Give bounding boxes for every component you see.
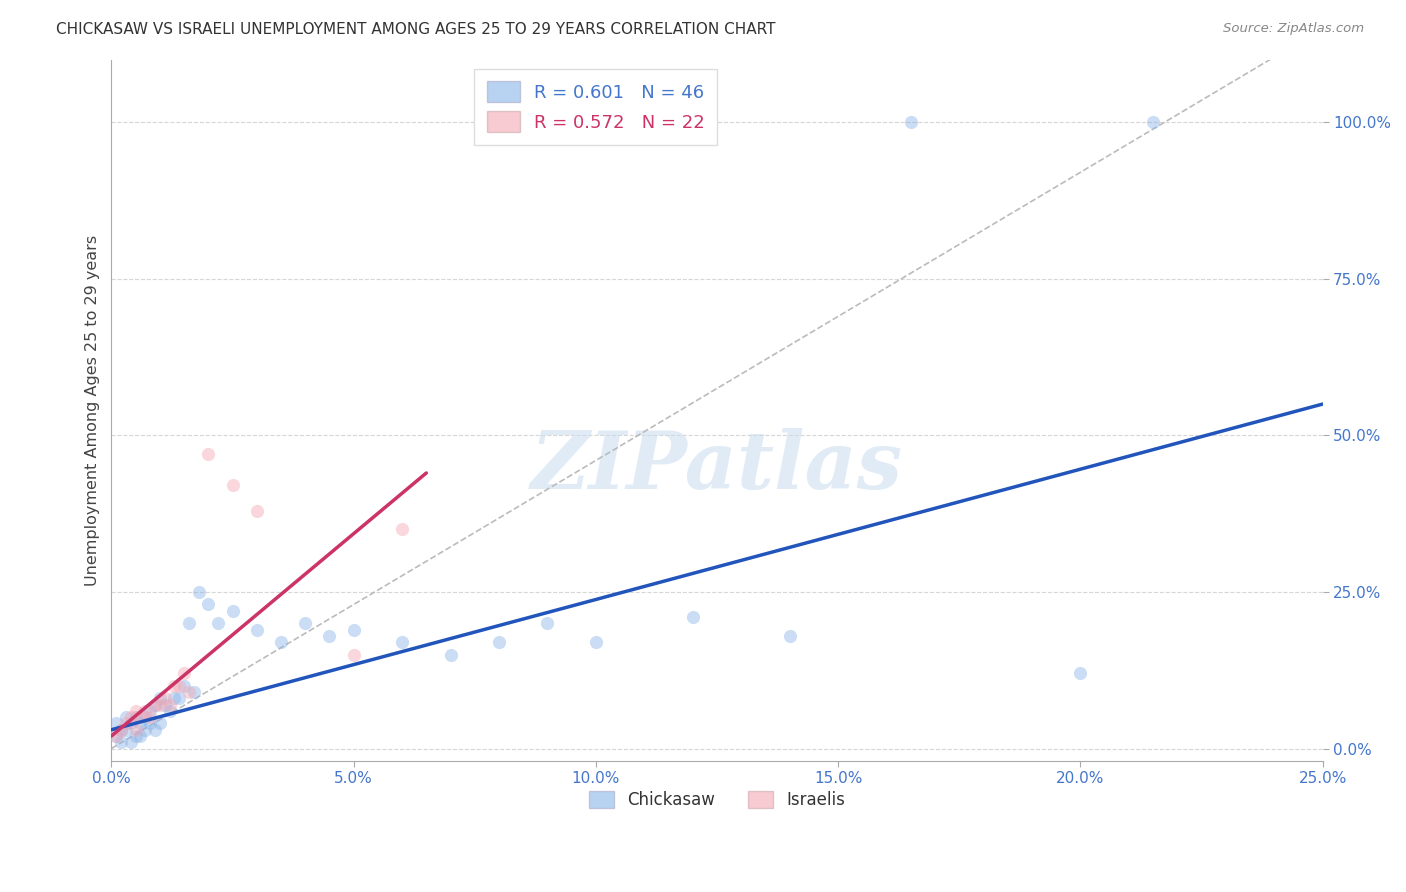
Point bbox=[149, 698, 172, 712]
Text: ZIPatlas: ZIPatlas bbox=[531, 427, 903, 505]
Point bbox=[246, 623, 269, 637]
Point bbox=[124, 704, 146, 718]
Point bbox=[221, 604, 243, 618]
Point bbox=[900, 115, 922, 129]
Text: CHICKASAW VS ISRAELI UNEMPLOYMENT AMONG AGES 25 TO 29 YEARS CORRELATION CHART: CHICKASAW VS ISRAELI UNEMPLOYMENT AMONG … bbox=[56, 22, 776, 37]
Point bbox=[221, 478, 243, 492]
Point bbox=[177, 616, 200, 631]
Point bbox=[153, 698, 176, 712]
Point bbox=[294, 616, 316, 631]
Point bbox=[143, 723, 166, 737]
Point bbox=[197, 447, 219, 461]
Point bbox=[120, 735, 142, 749]
Point bbox=[129, 716, 152, 731]
Point bbox=[779, 629, 801, 643]
Point bbox=[163, 679, 186, 693]
Point bbox=[1069, 666, 1091, 681]
Point bbox=[115, 710, 138, 724]
Point bbox=[139, 710, 162, 724]
Point bbox=[318, 629, 340, 643]
Point bbox=[183, 685, 205, 699]
Point bbox=[167, 691, 190, 706]
Point bbox=[105, 716, 128, 731]
Point bbox=[536, 616, 558, 631]
Point bbox=[439, 648, 461, 662]
Point bbox=[139, 716, 162, 731]
Point bbox=[115, 723, 138, 737]
Point bbox=[167, 679, 190, 693]
Point bbox=[153, 691, 176, 706]
Point bbox=[488, 635, 510, 649]
Point bbox=[682, 610, 704, 624]
Point bbox=[129, 729, 152, 743]
Point bbox=[207, 616, 229, 631]
Point bbox=[391, 635, 413, 649]
Point bbox=[120, 716, 142, 731]
Point bbox=[134, 704, 156, 718]
Point bbox=[187, 585, 209, 599]
Point bbox=[124, 723, 146, 737]
Point bbox=[159, 704, 181, 718]
Point bbox=[391, 522, 413, 536]
Point bbox=[149, 691, 172, 706]
Point bbox=[149, 716, 172, 731]
Point bbox=[110, 723, 132, 737]
Point bbox=[105, 729, 128, 743]
Point bbox=[343, 623, 366, 637]
Point bbox=[1142, 115, 1164, 129]
Point bbox=[139, 704, 162, 718]
Point bbox=[115, 716, 138, 731]
Point bbox=[110, 723, 132, 737]
Point bbox=[177, 685, 200, 699]
Point bbox=[129, 710, 152, 724]
Point bbox=[134, 723, 156, 737]
Point bbox=[173, 679, 195, 693]
Point bbox=[120, 710, 142, 724]
Point bbox=[270, 635, 292, 649]
Point bbox=[163, 691, 186, 706]
Point bbox=[143, 698, 166, 712]
Point bbox=[197, 598, 219, 612]
Point bbox=[585, 635, 607, 649]
Text: Source: ZipAtlas.com: Source: ZipAtlas.com bbox=[1223, 22, 1364, 36]
Point bbox=[134, 710, 156, 724]
Point bbox=[124, 710, 146, 724]
Legend: Chickasaw, Israelis: Chickasaw, Israelis bbox=[582, 784, 852, 816]
Point bbox=[343, 648, 366, 662]
Point bbox=[173, 666, 195, 681]
Point bbox=[246, 503, 269, 517]
Point bbox=[143, 698, 166, 712]
Point bbox=[110, 735, 132, 749]
Point bbox=[105, 729, 128, 743]
Point bbox=[159, 698, 181, 712]
Point bbox=[124, 729, 146, 743]
Y-axis label: Unemployment Among Ages 25 to 29 years: Unemployment Among Ages 25 to 29 years bbox=[86, 235, 100, 586]
